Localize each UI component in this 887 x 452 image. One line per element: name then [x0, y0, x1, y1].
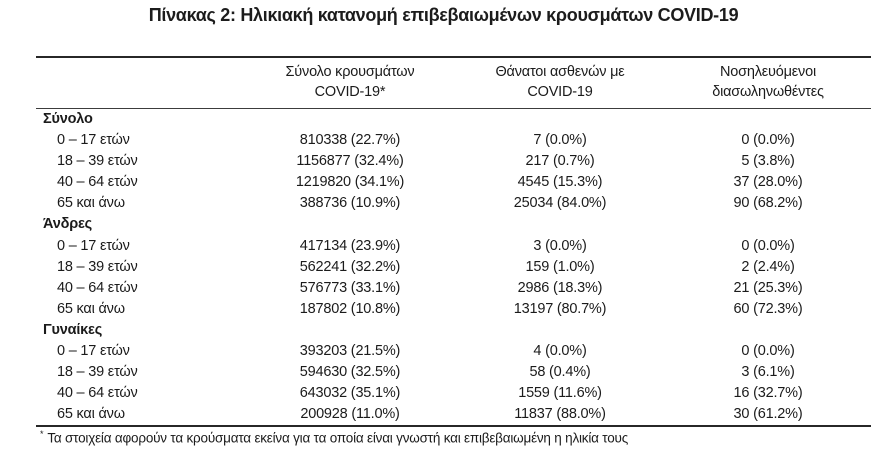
cases-value: 643032 (35.1%)	[299, 385, 401, 402]
age-label: 18 – 39 ετών	[57, 258, 138, 275]
column-header-deaths-line2: COVID-19	[527, 83, 593, 100]
column-header-deaths: Θάνατοι ασθενών με COVID-19	[455, 57, 665, 109]
covid-age-table: Σύνολο κρουσμάτων COVID-19* Θάνατοι ασθε…	[36, 56, 871, 428]
table-row: 65 και άνω 200928 (11.0%) 11837 (88.0%) 30 …	[36, 404, 871, 426]
footnote: * Τα στοιχεία αφορούν τα κρούσματα εκείνα…	[40, 429, 628, 446]
table-row: 65 και άνω 187802 (10.8%) 13197 (80.7%) 60 …	[36, 299, 871, 320]
deaths-value: 13197 (80.7%)	[513, 300, 607, 317]
table-row: 40 – 64 ετών 643032 (35.1%) 1559 (11.6%) 16…	[36, 383, 871, 404]
column-header-intubated-line2: διασωληνωθέντες	[712, 83, 824, 100]
section-header-row: Γυναίκες	[36, 320, 871, 341]
table-row: 18 – 39 ετών 562241 (32.2%) 159 (1.0%) 2 (2…	[36, 257, 871, 278]
table-row: 0 – 17 ετών 810338 (22.7%) 7 (0.0%) 0 (0.0%…	[36, 130, 871, 151]
intubated-value: 2 (2.4%)	[741, 258, 795, 275]
deaths-value: 1559 (11.6%)	[518, 385, 602, 402]
intubated-value: 0 (0.0%)	[741, 132, 795, 149]
age-label: 40 – 64 ετών	[57, 279, 138, 296]
covid-age-table-wrap: Σύνολο κρουσμάτων COVID-19* Θάνατοι ασθε…	[36, 56, 871, 428]
cases-value: 1156877 (32.4%)	[296, 153, 404, 170]
empty-header-cell	[36, 57, 245, 109]
deaths-value: 11837 (88.0%)	[514, 406, 606, 423]
column-header-intubated-line1: Νοσηλευόμενοι	[719, 64, 816, 80]
column-header-cases: Σύνολο κρουσμάτων COVID-19*	[245, 57, 455, 109]
age-label: 18 – 39 ετών	[57, 364, 138, 381]
column-header-cases-line1: Σύνολο κρουσμάτων	[285, 64, 415, 80]
table-row: 65 και άνω 388736 (10.9%) 25034 (84.0%) 90 …	[36, 193, 871, 214]
intubated-value: 3 (6.1%)	[741, 364, 795, 381]
intubated-value: 0 (0.0%)	[741, 343, 795, 360]
table-title: Πίνακας 2: Ηλικιακή κατανομή επιβεβαιωμέ…	[148, 5, 739, 25]
cases-value: 393203 (21.5%)	[299, 343, 401, 360]
age-label: 40 – 64 ετών	[57, 385, 138, 402]
table-row: 18 – 39 ετών 1156877 (32.4%) 217 (0.7%) 5 (…	[36, 151, 871, 172]
deaths-value: 2986 (18.3%)	[517, 279, 603, 296]
intubated-value: 90 (68.2%)	[733, 195, 803, 212]
column-header-cases-line2: COVID-19*	[314, 83, 386, 100]
section-label: Σύνολο	[43, 111, 93, 127]
deaths-value: 4 (0.0%)	[533, 343, 587, 360]
age-label: 65 και άνω	[57, 406, 125, 423]
table-row: 40 – 64 ετών 576773 (33.1%) 2986 (18.3%) 21…	[36, 278, 871, 299]
cases-value: 1219820 (34.1%)	[295, 174, 405, 191]
table-header-row: Σύνολο κρουσμάτων COVID-19* Θάνατοι ασθε…	[36, 57, 871, 109]
age-label: 65 και άνω	[57, 195, 125, 212]
age-label: 40 – 64 ετών	[57, 174, 138, 191]
intubated-value: 30 (61.2%)	[733, 406, 803, 423]
cases-value: 562241 (32.2%)	[299, 258, 401, 275]
cases-value: 388736 (10.9%)	[299, 195, 401, 212]
age-label: 65 και άνω	[57, 300, 125, 317]
cases-value: 576773 (33.1%)	[299, 279, 401, 296]
intubated-value: 21 (25.3%)	[733, 279, 803, 296]
age-label: 0 – 17 ετών	[57, 132, 130, 149]
cases-value: 594630 (32.5%)	[299, 364, 401, 381]
footnote-text: Τα στοιχεία αφορούν τα κρούσματα εκείνα …	[47, 430, 629, 446]
cases-value: 200928 (11.0%)	[300, 406, 400, 423]
deaths-value: 7 (0.0%)	[533, 132, 587, 149]
table-row: 40 – 64 ετών 1219820 (34.1%) 4545 (15.3%) 3…	[36, 172, 871, 193]
column-header-deaths-line1: Θάνατοι ασθενών με	[495, 64, 625, 80]
age-label: 0 – 17 ετών	[57, 237, 130, 254]
age-label: 18 – 39 ετών	[57, 153, 138, 170]
section-label: Άνδρες	[43, 216, 92, 233]
deaths-value: 217 (0.7%)	[525, 153, 595, 170]
deaths-value: 4545 (15.3%)	[517, 174, 603, 191]
footnote-marker: *	[40, 429, 44, 439]
intubated-value: 16 (32.7%)	[733, 385, 803, 402]
deaths-value: 25034 (84.0%)	[513, 195, 607, 212]
deaths-value: 3 (0.0%)	[533, 237, 587, 254]
age-label: 0 – 17 ετών	[57, 343, 130, 360]
table-row: 0 – 17 ετών 417134 (23.9%) 3 (0.0%) 0 (0.0%…	[36, 236, 871, 257]
intubated-value: 37 (28.0%)	[733, 174, 803, 191]
section-header-row: Σύνολο	[36, 109, 871, 131]
intubated-value: 60 (72.3%)	[733, 300, 803, 317]
cases-value: 810338 (22.7%)	[299, 132, 401, 149]
section-header-row: Άνδρες	[36, 214, 871, 235]
intubated-value: 0 (0.0%)	[741, 237, 795, 254]
table-row: 0 – 17 ετών 393203 (21.5%) 4 (0.0%) 0 (0.0%…	[36, 341, 871, 362]
table-row: 18 – 39 ετών 594630 (32.5%) 58 (0.4%) 3 (6.…	[36, 362, 871, 383]
intubated-value: 5 (3.8%)	[741, 153, 795, 170]
table-body: Σύνολο 0 – 17 ετών 810338 (22.7%) 7 (0.0%) 0…	[36, 109, 871, 427]
deaths-value: 58 (0.4%)	[529, 364, 591, 381]
column-header-intubated: Νοσηλευόμενοι διασωληνωθέντες	[665, 57, 871, 109]
cases-value: 187802 (10.8%)	[299, 300, 401, 317]
section-label: Γυναίκες	[43, 321, 103, 338]
cases-value: 417134 (23.9%)	[299, 237, 401, 254]
deaths-value: 159 (1.0%)	[525, 258, 595, 275]
